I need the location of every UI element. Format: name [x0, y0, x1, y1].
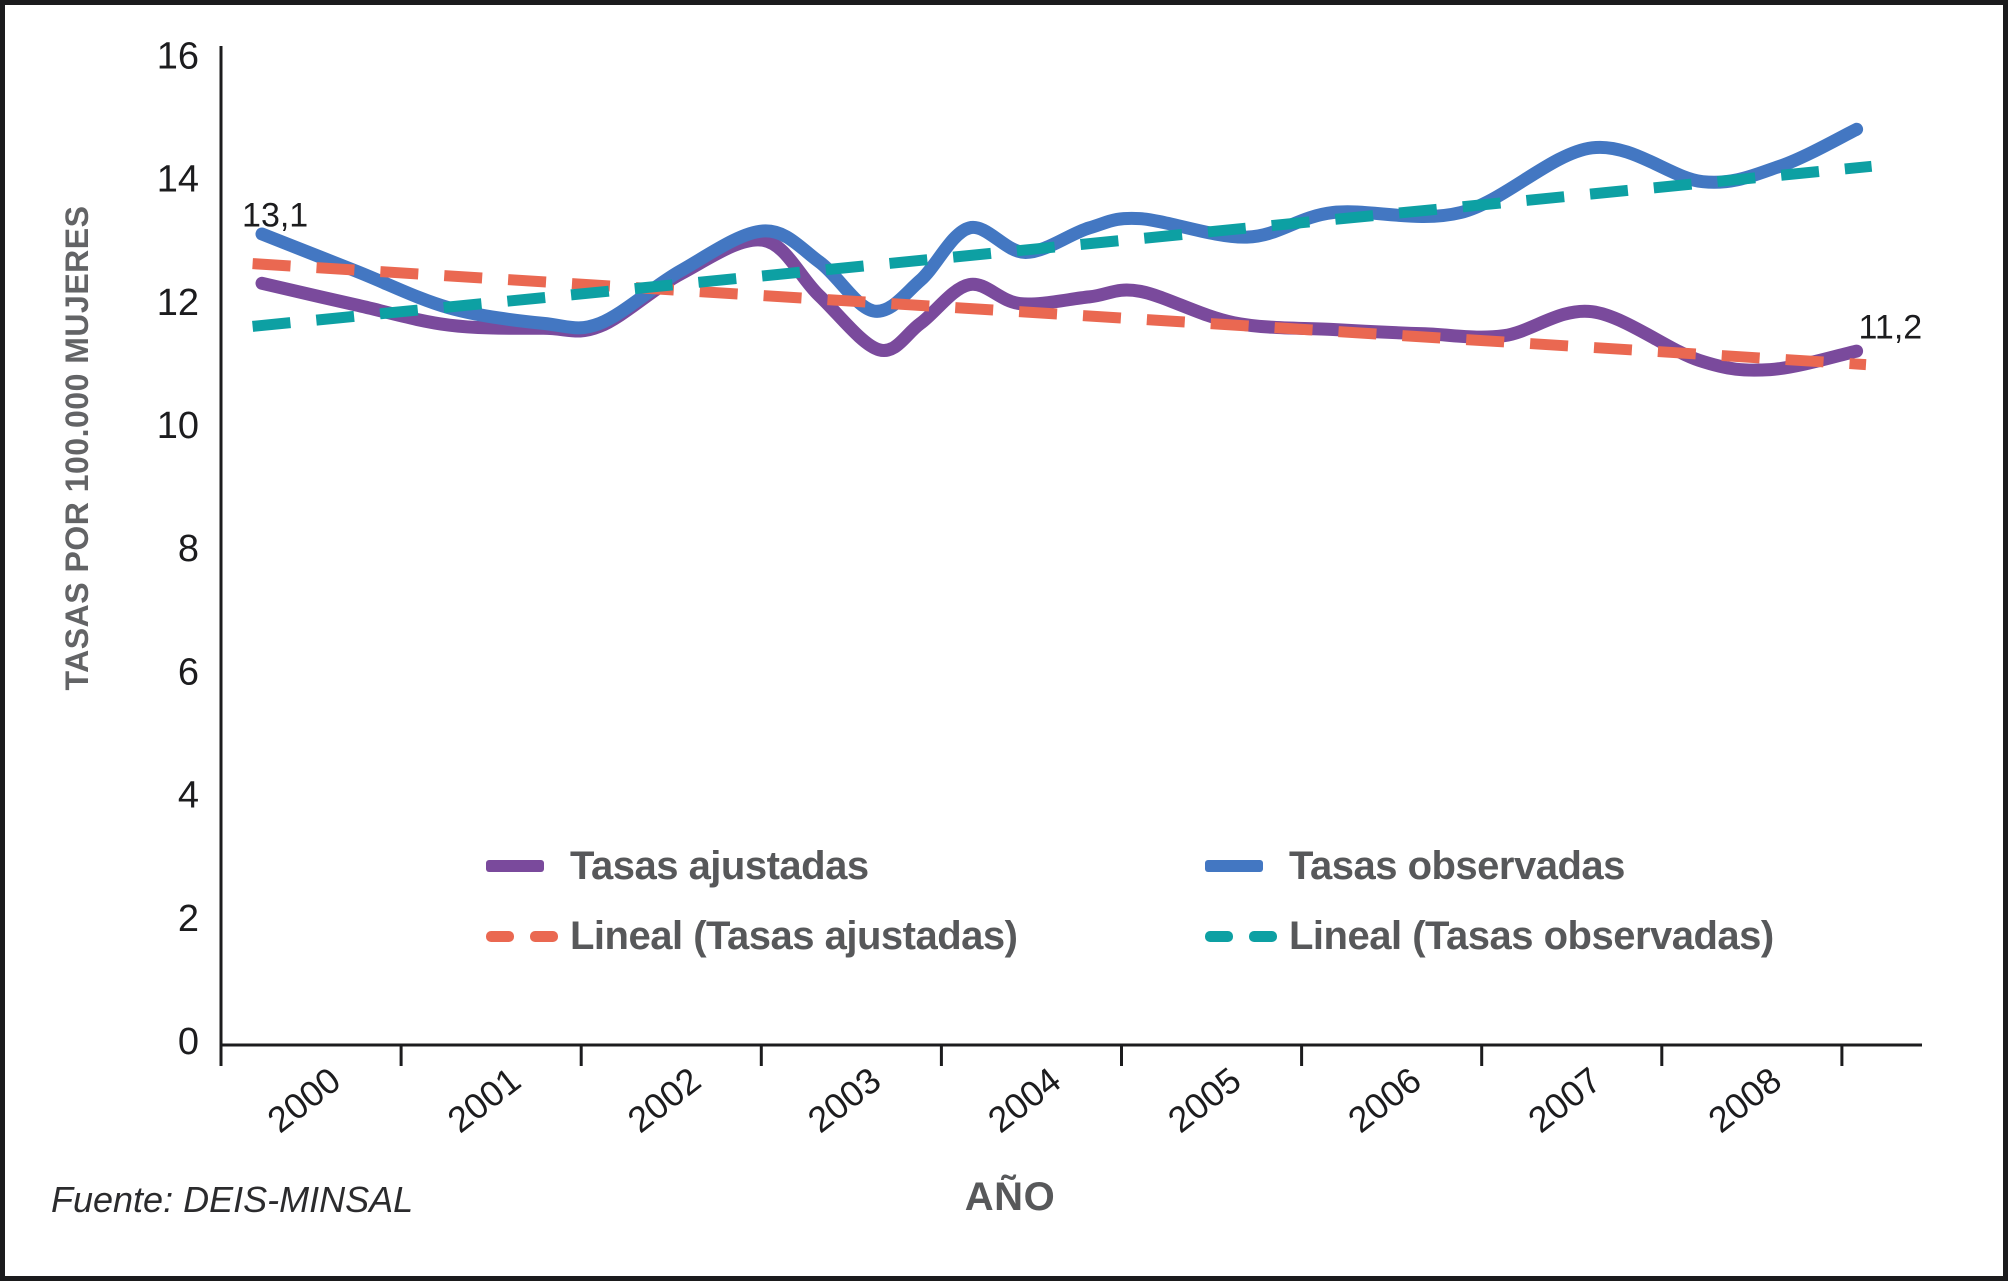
x-category-label: 2001 [440, 1059, 528, 1141]
legend-swatch-tasas-ajustadas-solid-line [486, 860, 544, 872]
legend-label-lineal-tasas-ajustadas: Lineal (Tasas ajustadas) [570, 913, 1018, 958]
y-tick-label: 4 [178, 775, 199, 817]
chart-canvas: 0 2 4 6 8 10 12 14 16 2000 2001 2002 2003 2004 2005 200… [59, 35, 1923, 1141]
x-category-label: 2004 [980, 1059, 1068, 1141]
y-tick-label: 0 [178, 1021, 199, 1063]
legend-label-tasas-observadas: Tasas observadas [1289, 843, 1625, 888]
legend-item-tasas-observadas: Tasas observadas [1205, 843, 1625, 888]
y-tick-label: 14 [157, 159, 199, 201]
y-tick-label: 8 [178, 528, 199, 570]
x-category-label: 2005 [1160, 1059, 1248, 1141]
y-tick-label: 10 [157, 405, 199, 447]
legend-item-lineal-tasas-ajustadas: Lineal (Tasas ajustadas) [486, 913, 1018, 958]
legend-dash-segment [1205, 930, 1233, 942]
x-category-label: 2000 [260, 1059, 348, 1141]
series-line-tasas-observadas [255, 122, 1864, 335]
y-tick-label: 6 [178, 651, 199, 693]
axis-lines [219, 46, 1922, 1047]
x-category-label: 2007 [1520, 1059, 1608, 1141]
legend-label-tasas-ajustadas: Tasas ajustadas [570, 843, 869, 888]
data-label: 11,2 [1859, 308, 1923, 346]
x-category-label: 2002 [620, 1059, 708, 1141]
legend-label-lineal-tasas-observadas: Lineal (Tasas observadas) [1289, 913, 1774, 958]
legend-item-tasas-ajustadas: Tasas ajustadas [486, 843, 869, 888]
series-line-lineal-tasas-observadas- [252, 160, 1873, 332]
legend-solid-segment [486, 860, 544, 872]
legend-dash-segment [530, 930, 558, 942]
data-label: 13,1 [242, 196, 308, 234]
legend-item-lineal-tasas-observadas: Lineal (Tasas observadas) [1205, 913, 1774, 958]
x-category-label: 2006 [1340, 1059, 1428, 1141]
y-tick-label: 2 [178, 898, 199, 940]
x-category-label: 2003 [800, 1059, 888, 1141]
series-line-lineal-tasas-ajustadas- [252, 258, 1867, 371]
x-axis-title: AÑO [964, 1175, 1056, 1219]
legend-swatch-lineal-observadas-dashed-line [1205, 930, 1277, 942]
legend-dash-segment [1249, 930, 1277, 942]
y-tick-label: 12 [157, 282, 199, 324]
source-note: Fuente: DEIS-MINSAL [51, 1179, 414, 1220]
y-tick-label: 16 [157, 35, 199, 77]
legend-swatch-tasas-observadas-solid-line [1205, 860, 1263, 872]
legend-dash-segment [486, 930, 514, 942]
legend-swatch-lineal-ajustadas-dashed-line [486, 930, 558, 942]
legend-solid-segment [1205, 860, 1263, 872]
y-axis-title: TASAS POR 100.000 MUJERES [59, 206, 95, 691]
x-category-label: 2008 [1700, 1059, 1788, 1141]
